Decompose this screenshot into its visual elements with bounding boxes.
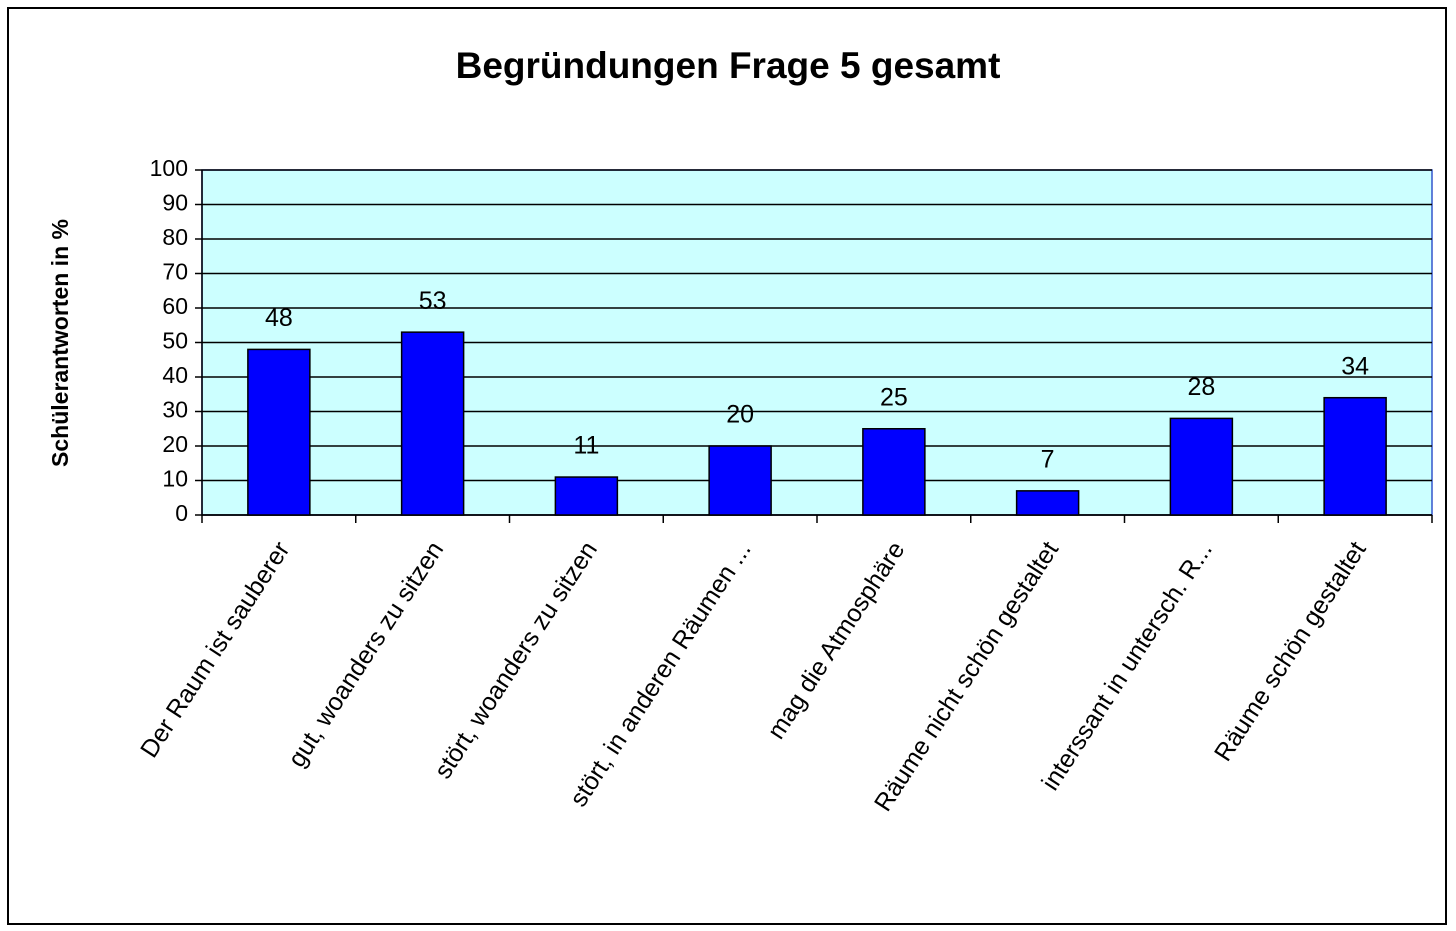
chart-title: Begründungen Frage 5 gesamt: [456, 45, 1001, 86]
data-label: 53: [419, 287, 447, 315]
y-tick-label: 50: [162, 328, 188, 354]
bar: [1323, 396, 1387, 516]
data-label: 34: [1341, 352, 1369, 380]
data-label: 7: [1041, 445, 1055, 473]
data-label: 25: [880, 383, 908, 411]
y-tick-label: 10: [162, 466, 188, 492]
bar: [1169, 417, 1234, 516]
y-tick-label: 100: [150, 155, 188, 181]
y-tick-label: 70: [162, 259, 188, 285]
y-tick-label: 90: [162, 190, 188, 216]
y-axis-label: Schülerantworten in %: [47, 219, 73, 467]
bar: [247, 348, 311, 516]
bar: [554, 476, 619, 516]
y-tick-label: 60: [162, 293, 188, 319]
bar: [708, 445, 772, 516]
y-tick-label: 30: [162, 397, 188, 423]
data-label: 28: [1187, 373, 1215, 401]
y-tick-label: 0: [175, 500, 188, 526]
y-tick-label: 20: [162, 431, 188, 457]
bar: [400, 331, 465, 516]
data-label: 20: [726, 401, 754, 429]
bar: [1015, 490, 1080, 516]
data-label: 11: [573, 432, 599, 460]
y-tick-label: 40: [162, 362, 188, 388]
bar: [862, 428, 926, 516]
y-tick-label: 80: [162, 224, 188, 250]
data-label: 48: [265, 304, 293, 332]
